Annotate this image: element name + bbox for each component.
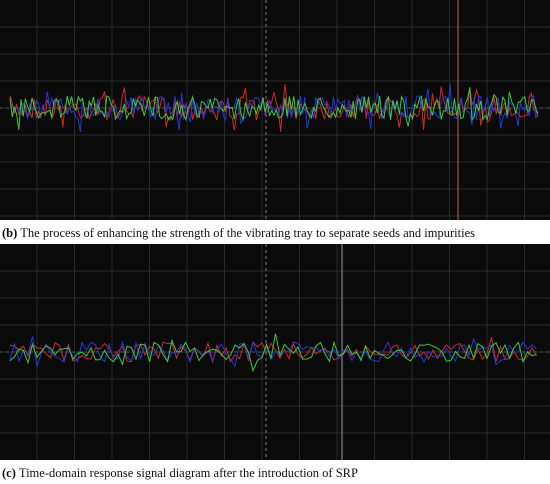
scope-panel [0,244,550,460]
waveform [9,84,539,132]
waveform [9,336,537,364]
caption-text: Time-domain response signal diagram afte… [18,466,358,480]
caption-label: (b) [2,226,18,240]
caption-label: (c) [2,466,16,480]
caption: (b) The process of enhancing the strength… [2,226,475,241]
scope-panel [0,0,550,220]
caption: (c) Time-domain response signal diagram a… [2,466,358,481]
waveform [9,87,539,130]
caption-text: The process of enhancing the strength of… [20,226,475,240]
waveform [9,333,537,373]
waveform [9,336,537,368]
